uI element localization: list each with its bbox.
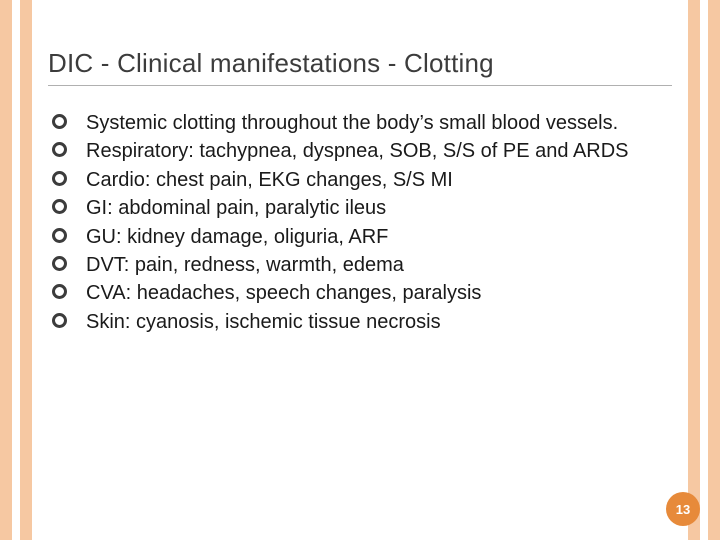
bullet-icon	[52, 114, 67, 129]
bullet-icon	[52, 313, 67, 328]
bullet-item: DVT: pain, redness, warmth, edema	[52, 252, 672, 278]
bullet-text: GU: kidney damage, oliguria, ARF	[86, 226, 388, 248]
bullet-text: Skin: cyanosis, ischemic tissue necrosis	[86, 311, 441, 333]
bullet-item: Respiratory: tachypnea, dyspnea, SOB, S/…	[52, 138, 672, 164]
bullet-item: Systemic clotting throughout the body’s …	[52, 110, 672, 136]
bullet-text: DVT: pain, redness, warmth, edema	[86, 254, 404, 276]
left-stripe-1	[0, 0, 12, 540]
bullet-icon	[52, 171, 67, 186]
right-stripe-2	[708, 0, 720, 540]
bullet-item: GI: abdominal pain, paralytic ileus	[52, 195, 672, 221]
left-stripe-2	[20, 0, 32, 540]
page-number-badge: 13	[666, 492, 700, 526]
bullet-icon	[52, 256, 67, 271]
bullet-icon	[52, 142, 67, 157]
bullet-item: CVA: headaches, speech changes, paralysi…	[52, 280, 672, 306]
slide-content: DIC - Clinical manifestations - Clotting…	[48, 48, 672, 516]
bullet-list: Systemic clotting throughout the body’s …	[48, 110, 672, 335]
bullet-icon	[52, 228, 67, 243]
bullet-text: Systemic clotting throughout the body’s …	[86, 112, 618, 134]
bullet-text: Cardio: chest pain, EKG changes, S/S MI	[86, 169, 453, 191]
bullet-text: GI: abdominal pain, paralytic ileus	[86, 197, 386, 219]
bullet-icon	[52, 199, 67, 214]
bullet-text: CVA: headaches, speech changes, paralysi…	[86, 282, 481, 304]
bullet-item: GU: kidney damage, oliguria, ARF	[52, 224, 672, 250]
bullet-icon	[52, 284, 67, 299]
slide-title: DIC - Clinical manifestations - Clotting	[48, 48, 672, 86]
page-number: 13	[676, 502, 690, 517]
bullet-item: Cardio: chest pain, EKG changes, S/S MI	[52, 167, 672, 193]
right-stripe-1	[688, 0, 700, 540]
bullet-text: Respiratory: tachypnea, dyspnea, SOB, S/…	[86, 140, 629, 162]
bullet-item: Skin: cyanosis, ischemic tissue necrosis	[52, 309, 672, 335]
